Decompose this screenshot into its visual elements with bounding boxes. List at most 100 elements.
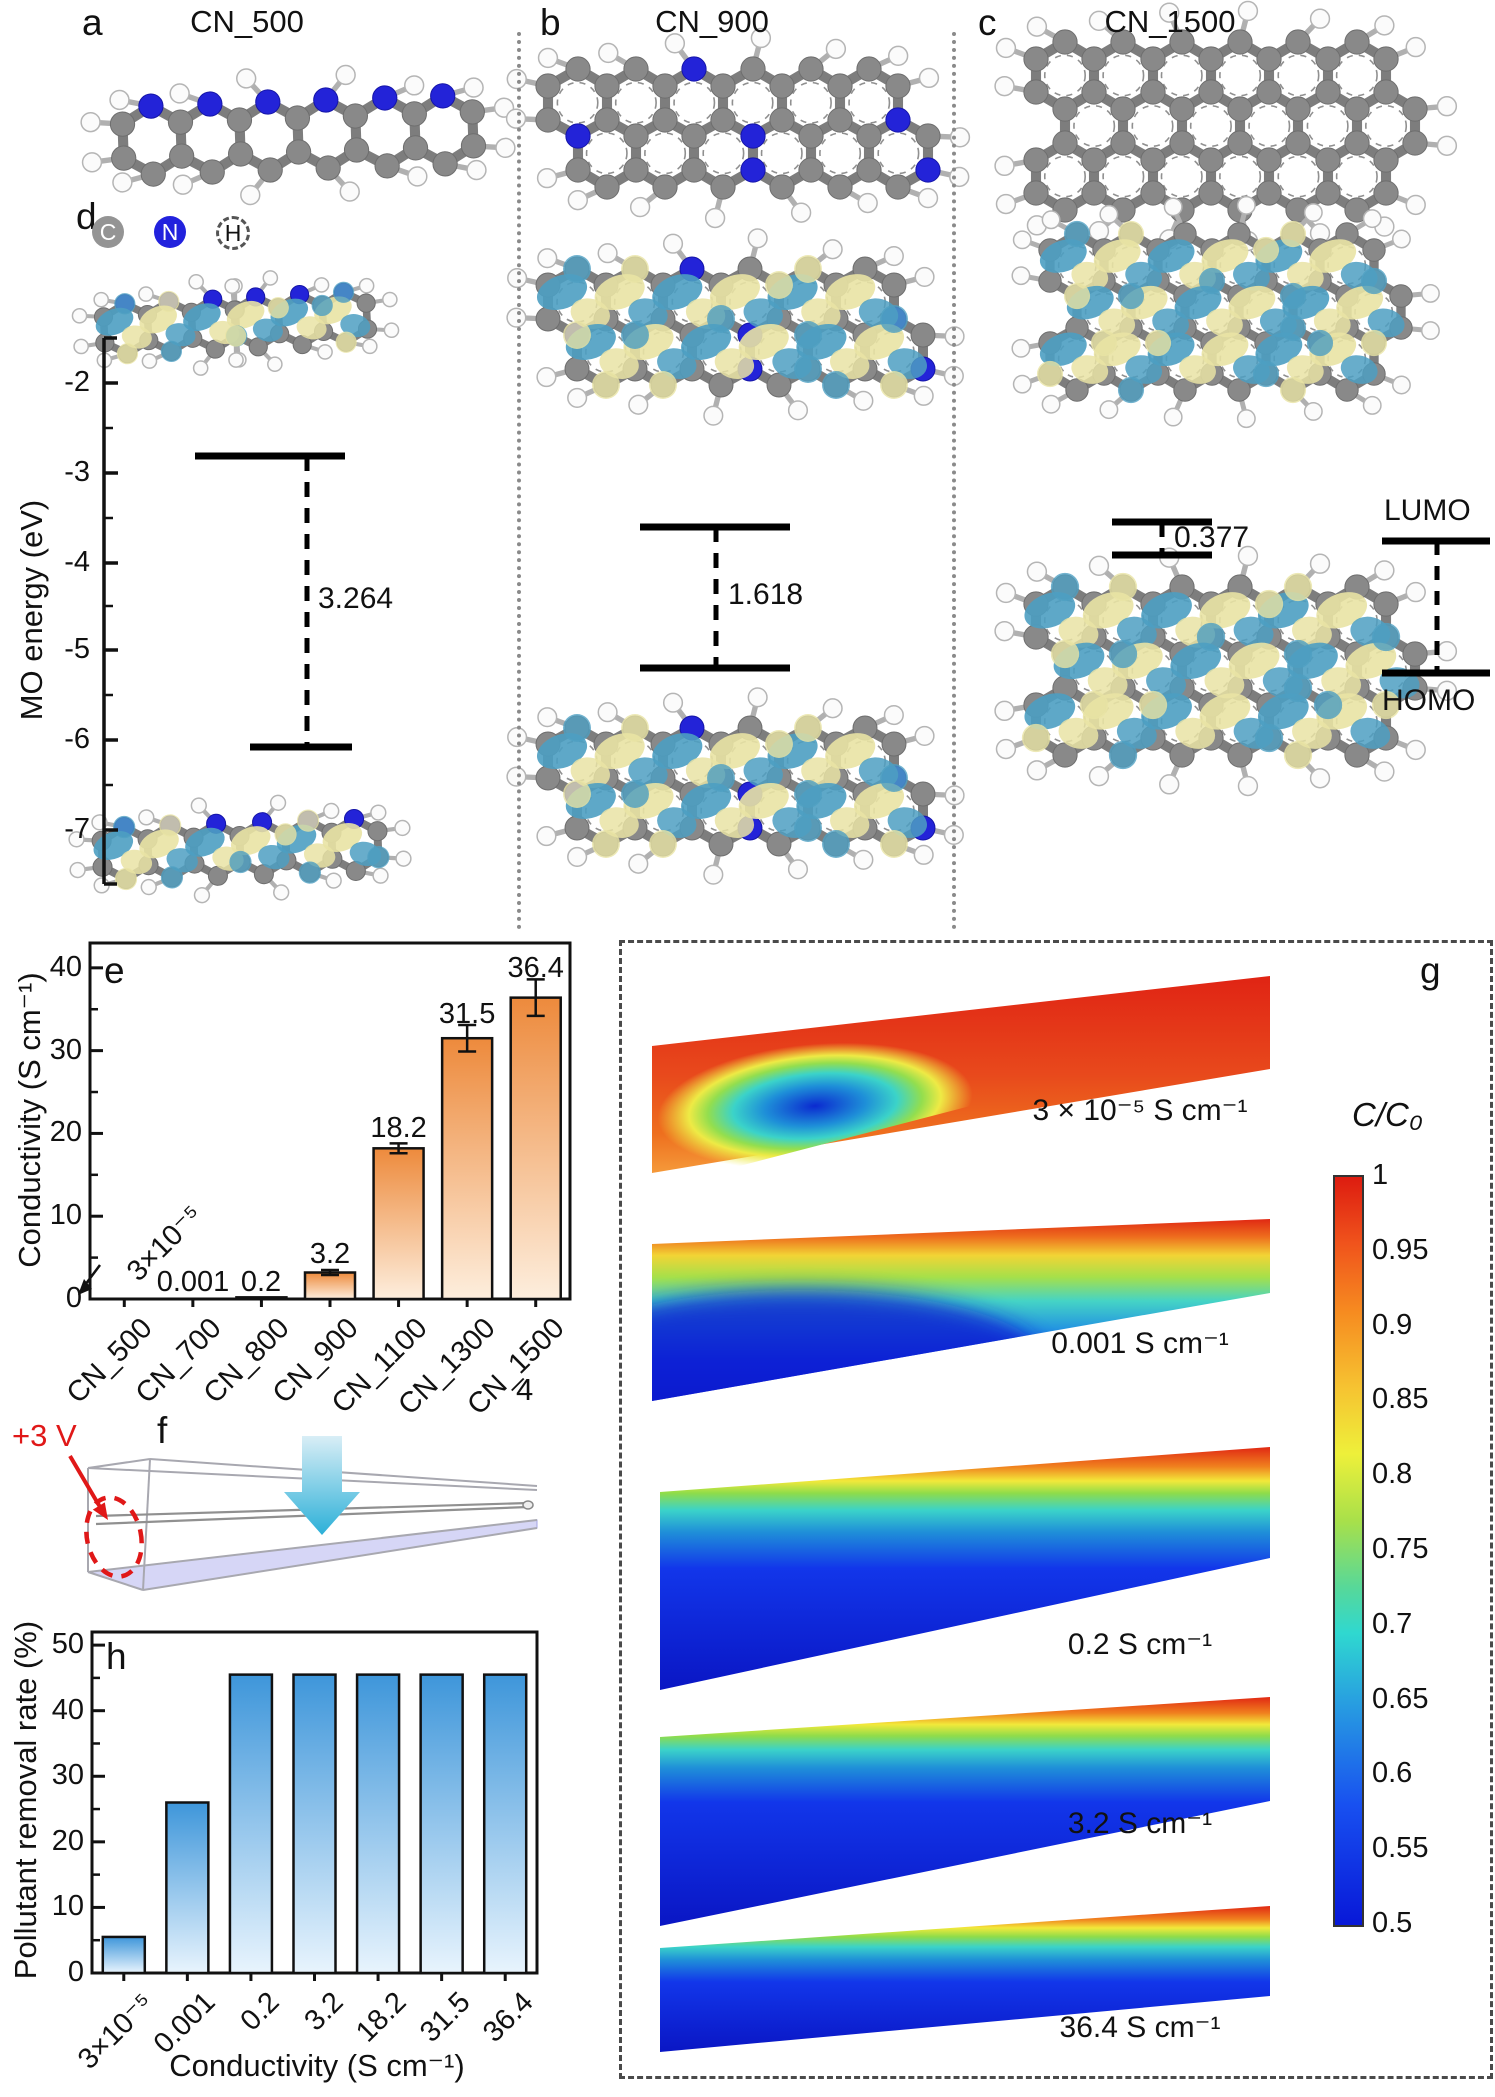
conductivity-chart: [88, 941, 572, 1307]
e-value-02: 0.2: [240, 1266, 282, 1298]
colorbar-title: C/C₀: [1352, 1096, 1423, 1133]
molecule-cn1500: [994, 0, 1458, 252]
gap-cn900: 1.618: [728, 578, 804, 611]
conductivity-ytick-10: 10: [49, 1199, 82, 1232]
mo-axis-tick--6: -6: [64, 723, 90, 755]
removal-ytick-10: 10: [51, 1890, 84, 1923]
mo-axis-tick--5: -5: [64, 633, 90, 665]
panel-e-label: e: [104, 950, 125, 991]
conductivity-x-label: Conductivity (S cm⁻¹): [169, 2048, 465, 2083]
conductivity-ytick-40: 40: [49, 950, 82, 983]
colorbar-tick-0.85: 0.85: [1372, 1383, 1429, 1416]
conductivity-ytick-0: 0: [65, 1282, 82, 1314]
removal-ytick-40: 40: [51, 1693, 84, 1726]
homo-label: HOMO: [1382, 684, 1476, 717]
e-value-0001: 0.001: [156, 1266, 230, 1298]
e-value-364: 36.4: [507, 952, 564, 984]
colorbar-tick-0.75: 0.75: [1372, 1533, 1429, 1565]
sim-label-2: 0.2 S cm⁻¹: [1067, 1628, 1213, 1661]
flow-arrow-icon: [284, 1436, 360, 1535]
panel-h-label: h: [106, 1636, 127, 1677]
removal-ytick-20: 20: [51, 1824, 84, 1857]
removal-bar-36.4: [482, 1673, 528, 1975]
sim-label-0: 3 × 10⁻⁵ S cm⁻¹: [1032, 1094, 1248, 1127]
panel-g-border: [619, 940, 1493, 2079]
e-value-182: 18.2: [370, 1112, 427, 1144]
mo-axis-tick--2: -2: [64, 366, 90, 398]
colorbar: [1333, 1175, 1364, 1927]
panel-f-label: f: [157, 1410, 168, 1451]
molecule-cn500: [80, 64, 516, 206]
removal-bar-3×10⁻⁵: [101, 1935, 147, 1975]
colorbar-tick-0.5: 0.5: [1372, 1907, 1413, 1939]
panel-b-label: b: [540, 2, 561, 43]
removal-bar-0.2: [228, 1673, 274, 1975]
panel-c-label: c: [978, 2, 997, 43]
homo-cn1500: [994, 545, 1458, 797]
lumo-cn900: [506, 228, 965, 426]
simulation-wedge-2: [660, 1447, 1270, 1690]
colorbar-tick-0.65: 0.65: [1372, 1682, 1429, 1715]
gap-cn500: 3.264: [318, 582, 394, 615]
colorbar-tick-0.6: 0.6: [1372, 1757, 1413, 1790]
electrode-highlight-ellipse: [84, 1495, 144, 1579]
title-cn500: CN_500: [190, 4, 304, 39]
lumo-label: LUMO: [1384, 494, 1471, 527]
lumo-cn1500: [1011, 195, 1440, 429]
colorbar-tick-0.7: 0.7: [1372, 1607, 1413, 1640]
nitrogen-legend-icon: N: [154, 216, 186, 248]
e-value-arrow: [78, 1279, 92, 1295]
conductivity-ytick-30: 30: [49, 1033, 82, 1066]
removal-ytick-30: 30: [51, 1759, 84, 1792]
conductivity-bar-CN_800: [235, 1296, 288, 1301]
e-value-32: 3.2: [309, 1238, 351, 1270]
divider-a-b: [517, 32, 521, 930]
panel-a-label: a: [82, 2, 103, 43]
mo-axis-tick--4: -4: [64, 546, 90, 578]
homo-lumo-levels: [195, 452, 1490, 751]
stray-figure-number: 4: [516, 1372, 534, 1407]
removal-bar-18.2: [355, 1673, 401, 1975]
colorbar-tick-1: 1: [1372, 1159, 1389, 1191]
removal-ytick-0: 0: [67, 1956, 84, 1988]
carbon-legend-icon: C: [92, 216, 124, 248]
sim-label-3: 3.2 S cm⁻¹: [1067, 1807, 1213, 1840]
removal-bar-31.5: [419, 1673, 464, 1975]
simulation-wedge-4: [660, 1906, 1270, 2052]
title-cn900: CN_900: [655, 4, 769, 39]
divider-b-c: [952, 32, 956, 930]
voltage-arrow: [92, 1502, 108, 1520]
conductivity-bar-CN_1500: [509, 996, 562, 1301]
sim-label-1: 0.001 S cm⁻¹: [1051, 1327, 1229, 1360]
conductivity-ytick-20: 20: [49, 1116, 82, 1149]
homo-cn500: [68, 794, 412, 904]
colorbar-tick-0.95: 0.95: [1372, 1233, 1429, 1266]
conductivity-bar-CN_1100: [372, 1147, 425, 1301]
voltage-label: +3 V: [12, 1418, 77, 1453]
mo-axis-tick--7: -7: [64, 813, 90, 845]
mo-axis-tick--3: -3: [64, 456, 90, 488]
colorbar-tick-0.8: 0.8: [1372, 1458, 1413, 1491]
e-value-315: 31.5: [438, 998, 496, 1030]
removal-chart: [90, 1630, 539, 1981]
hydrogen-legend-icon: H: [216, 216, 250, 250]
colorbar-tick-0.9: 0.9: [1372, 1308, 1413, 1341]
removal-ytick-50: 50: [51, 1628, 84, 1661]
panel-g-label: g: [1420, 950, 1441, 991]
title-cn1500: CN_1500: [1104, 4, 1236, 39]
panel-d-label: d: [76, 196, 97, 237]
molecule-cn900: [505, 27, 971, 229]
simulation-wedge-3: [660, 1697, 1270, 1926]
mo-energy-axis: [102, 336, 118, 886]
reactor-schematic: [68, 1436, 538, 1591]
gap-cn1500: 0.377: [1174, 521, 1250, 554]
colorbar-tick-0.55: 0.55: [1372, 1832, 1429, 1865]
conductivity-bar-CN_1300: [440, 1036, 494, 1301]
atom-legend: C N H: [92, 216, 250, 250]
removal-bar-3.2: [292, 1673, 337, 1975]
sim-label-4: 36.4 S cm⁻¹: [1059, 2011, 1221, 2044]
homo-cn900: [506, 687, 965, 885]
removal-bar-0.001: [165, 1801, 210, 1975]
